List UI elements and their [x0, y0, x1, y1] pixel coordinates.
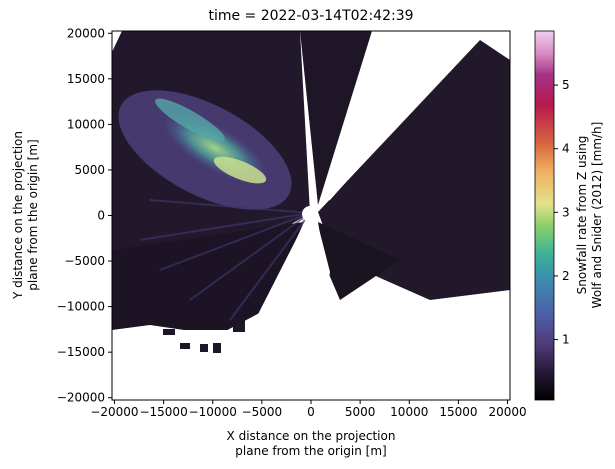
y-axis: −20000 −15000 −10000 −5000 0 5000 10000 15000 20…	[57, 26, 112, 405]
y-tick-label: 0	[97, 209, 105, 223]
colorbar-tick-label: 5	[562, 78, 570, 92]
x-axis-label-line1: X distance on the projection	[227, 429, 396, 443]
x-tick-label: −15000	[139, 405, 187, 419]
colorbar-label-line2: Wolf and Snider (2012) [mm/h]	[590, 122, 604, 309]
field-east-sector	[318, 40, 510, 300]
field-north-strip	[300, 31, 372, 205]
colorbar: 1 2 3 4 5 Snowfall rate from Z using Wolf an…	[534, 30, 604, 401]
echo-blob	[180, 343, 190, 349]
y-tick-label: −15000	[57, 345, 105, 359]
y-tick-label: −20000	[57, 391, 105, 405]
x-tick-label: −20000	[90, 405, 138, 419]
x-axis: −20000 −15000 −10000 −5000 0 5000 10000 15000 20…	[90, 400, 527, 419]
y-tick-label: 10000	[67, 117, 105, 131]
y-axis-label-line2: plane from the origin [m]	[26, 139, 40, 290]
echo-blob	[213, 343, 221, 353]
x-tick-label: 20000	[488, 405, 526, 419]
x-tick-label: −10000	[189, 405, 237, 419]
x-tick-label: 10000	[390, 405, 428, 419]
chart-title: time = 2022-03-14T02:42:39	[208, 8, 413, 24]
colorbar-label-line1: Snowfall rate from Z using	[575, 136, 589, 295]
y-tick-label: −10000	[57, 300, 105, 314]
colorbar-tick-label: 3	[562, 205, 570, 219]
y-tick-label: 20000	[67, 26, 105, 40]
plot-area: −20000 −15000 −10000 −5000 0 5000 10000 15000 20…	[57, 26, 527, 419]
radial-streaks	[139, 199, 311, 321]
radar-field	[112, 31, 510, 400]
blank-wedge-northeast	[318, 31, 470, 205]
field-band-north	[155, 98, 225, 142]
echo-blob	[163, 329, 175, 335]
x-tick-label: 15000	[439, 405, 477, 419]
colorbar-tick-label: 1	[562, 333, 570, 347]
blank-top-left	[112, 31, 122, 52]
echo-blob	[200, 344, 208, 352]
radar-origin-gap	[302, 206, 318, 222]
blank-bottom	[112, 330, 260, 400]
field-peak-region	[213, 156, 267, 184]
y-tick-label: −5000	[64, 254, 105, 268]
y-axis-label-line1: Y distance on the projection	[11, 131, 25, 300]
field-southeast-sector	[318, 222, 400, 300]
y-tick-label: 5000	[74, 163, 105, 177]
x-axis-label-line2: plane from the origin [m]	[235, 444, 386, 458]
x-tick-label: 5000	[345, 405, 376, 419]
colorbar-tick-label: 2	[562, 269, 570, 283]
blank-wedge-south	[250, 222, 330, 400]
colorbar-ticks: 1 2 3 4 5	[554, 78, 570, 347]
x-tick-label: −5000	[242, 405, 283, 419]
x-tick-label: 0	[307, 405, 315, 419]
echo-blob	[233, 318, 245, 332]
field-southwest-sector	[112, 222, 304, 335]
colorbar-bar	[534, 30, 555, 401]
colorbar-tick-label: 4	[562, 142, 570, 156]
y-tick-label: 15000	[67, 72, 105, 86]
